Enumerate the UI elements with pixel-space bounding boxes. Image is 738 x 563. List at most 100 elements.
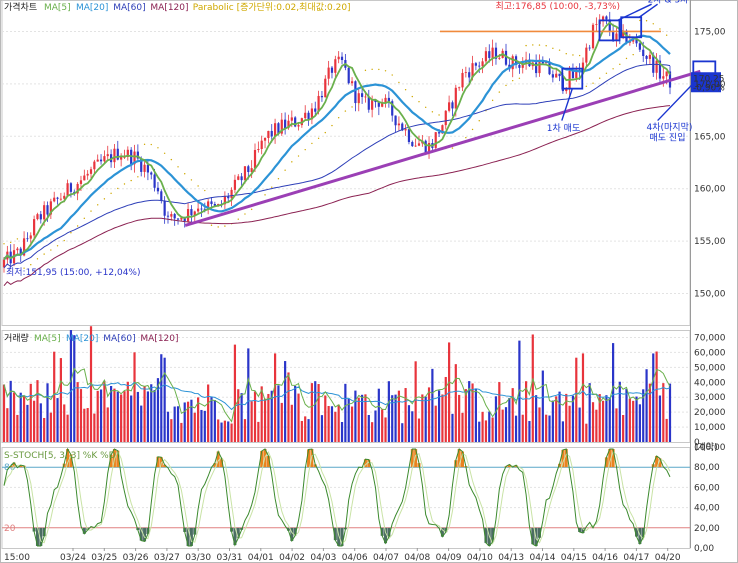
candle-body <box>317 95 320 112</box>
x-tick-label: 03/24 <box>60 553 86 563</box>
volume-bar <box>267 393 270 442</box>
candle-body <box>665 71 668 77</box>
parabolic-dot <box>143 143 146 146</box>
x-tick-label: 03/27 <box>154 553 180 563</box>
parabolic-dot <box>297 155 300 157</box>
volume-bar <box>56 398 59 442</box>
candle-body <box>96 159 99 162</box>
volume-bar <box>578 407 581 442</box>
volume-bar <box>59 358 62 442</box>
candle-body <box>464 72 467 74</box>
volume-bar <box>233 344 237 442</box>
volume-bar <box>381 409 384 442</box>
x-tick-label: 03/25 <box>91 553 117 563</box>
candle-body <box>451 102 454 109</box>
volume-bar <box>561 421 565 442</box>
parabolic-dot <box>284 169 286 171</box>
candle-body <box>203 208 206 210</box>
candle-body <box>575 69 578 79</box>
ma5-line <box>3 21 671 261</box>
volume-bar <box>314 381 317 442</box>
volume-bar <box>528 421 531 442</box>
parabolic-dot <box>411 95 414 98</box>
volume-bar <box>337 404 340 442</box>
volume-bar <box>327 405 330 442</box>
volume-bar <box>280 402 283 442</box>
parabolic-dot <box>190 179 193 181</box>
annotation-sell-4: 4차(마지막) <box>647 121 693 133</box>
candle-body <box>16 248 19 251</box>
volume-bar <box>591 402 595 442</box>
parabolic-dot <box>585 85 588 87</box>
parabolic-dot <box>358 103 360 105</box>
candle-body <box>471 63 474 78</box>
candle-body <box>327 67 330 79</box>
candle-body <box>518 64 521 68</box>
parabolic-dot <box>30 264 32 266</box>
volume-bar <box>421 394 424 442</box>
volume-bar <box>193 412 196 442</box>
parabolic-dot <box>378 68 380 71</box>
volume-bar <box>397 390 401 442</box>
candle-body <box>474 63 477 66</box>
candle-body <box>387 97 390 102</box>
volume-bar <box>83 408 86 442</box>
candle-body <box>371 99 374 110</box>
volume-bar <box>668 383 672 442</box>
volume-bar <box>86 408 89 442</box>
volume-bar <box>22 396 26 442</box>
volume-bar <box>113 388 116 442</box>
parabolic-dot <box>605 72 608 74</box>
x-tick-label: 03/31 <box>217 553 243 563</box>
volume-bar <box>36 380 39 442</box>
volume-bars <box>2 326 672 442</box>
candle-body <box>284 119 287 129</box>
arrow-2 <box>617 3 652 22</box>
candle-body <box>83 175 86 181</box>
volume-bar <box>581 353 585 442</box>
price-moving-averages <box>3 19 671 287</box>
candle-body <box>253 150 257 169</box>
parabolic-dot <box>471 128 474 131</box>
volume-bar <box>163 357 166 442</box>
volume-title: 거래량 <box>4 332 29 344</box>
volume-bar <box>19 392 22 442</box>
volume-bar <box>588 383 591 442</box>
volume-bar <box>150 384 153 442</box>
candle-body <box>263 138 267 141</box>
candle-body <box>190 209 193 216</box>
volume-bar <box>253 391 257 442</box>
stochastic-tick-label: 40,00 <box>694 504 720 514</box>
parabolic-dot <box>63 239 65 242</box>
price-legend-item: MA[20] <box>76 3 108 13</box>
candle-body <box>150 172 153 175</box>
candle-body <box>374 99 377 103</box>
stochastic-tick-label: 60,00 <box>694 483 720 493</box>
volume-bar <box>384 417 387 442</box>
price-tick-label: 155,00 <box>694 237 726 247</box>
volume-bar <box>46 383 49 442</box>
volume-tick-label: 40,000 <box>694 378 726 388</box>
candle-body <box>146 164 150 173</box>
candle-body <box>595 24 598 25</box>
volume-bar <box>374 410 377 442</box>
parabolic-dot <box>76 225 79 227</box>
candle-body <box>444 110 447 126</box>
parabolic-dot <box>36 258 39 260</box>
candle-body <box>401 123 404 131</box>
volume-bar <box>310 383 313 442</box>
parabolic-dot <box>170 158 173 161</box>
volume-bar <box>615 408 618 442</box>
candle-body <box>571 70 575 79</box>
volume-bar <box>304 416 307 442</box>
volume-bar <box>662 383 665 442</box>
parabolic-dot <box>431 111 434 113</box>
volume-bar <box>451 413 454 442</box>
volume-bar <box>575 357 578 442</box>
candle-body <box>605 16 608 20</box>
ma60-line <box>3 63 671 269</box>
parabolic-dot <box>23 267 25 269</box>
candle-body <box>384 97 387 103</box>
volume-bar <box>555 396 558 442</box>
low-label: 최저:151,95 (15:00, +12,04%) <box>6 267 140 278</box>
